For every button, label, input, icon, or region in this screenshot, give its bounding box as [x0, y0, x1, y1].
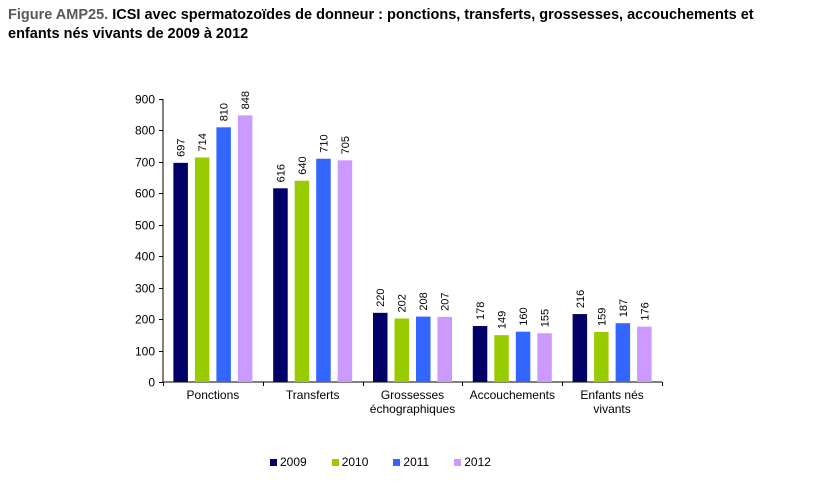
- data-label: 705: [340, 136, 352, 154]
- figure-title: ICSI avec spermatozoïdes de donneur : po…: [8, 7, 754, 42]
- legend-label: 2010: [341, 455, 369, 469]
- bar: [337, 160, 353, 382]
- bar: [373, 312, 388, 382]
- y-tick-label: 400: [135, 250, 155, 264]
- legend-swatch: [393, 458, 401, 466]
- data-label: 176: [639, 302, 651, 320]
- x-tick-label: Accouchements: [470, 388, 555, 402]
- bar: [316, 158, 331, 382]
- data-label: 810: [219, 103, 231, 121]
- data-label: 159: [596, 308, 608, 326]
- bar: [515, 331, 531, 382]
- y-tick-label: 100: [135, 345, 155, 359]
- data-label: 155: [540, 309, 552, 327]
- data-label: 640: [297, 156, 309, 174]
- x-tick-label: Enfants nés: [580, 388, 643, 402]
- data-label: 187: [618, 299, 630, 317]
- data-label: 697: [176, 138, 188, 156]
- data-label: 178: [475, 302, 487, 320]
- legend-item: 2011: [393, 455, 429, 469]
- y-tick-label: 600: [135, 187, 155, 201]
- legend-swatch: [454, 458, 462, 466]
- data-label: 149: [497, 311, 509, 329]
- bar: [594, 332, 609, 382]
- chart-title: Figure AMP25. ICSI avec spermatozoïdes d…: [8, 6, 808, 44]
- bar: [437, 316, 452, 382]
- bar: [173, 162, 188, 382]
- bar: [637, 326, 652, 382]
- x-tick-label: vivants: [593, 402, 630, 416]
- legend: 2009 2010 2011 2012: [270, 455, 516, 469]
- figure-number: Figure AMP25.: [8, 7, 109, 23]
- bar: [537, 333, 552, 382]
- data-label: 202: [397, 294, 409, 312]
- y-tick-label: 500: [135, 219, 155, 233]
- data-label: 216: [575, 290, 587, 308]
- legend-swatch: [270, 458, 277, 466]
- legend-label: 2012: [464, 455, 491, 469]
- bar: [394, 318, 409, 382]
- y-tick-label: 300: [135, 282, 155, 296]
- bar: [273, 188, 288, 382]
- y-tick-label: 900: [135, 93, 155, 107]
- data-label: 208: [418, 292, 430, 310]
- bar: [416, 316, 431, 382]
- bar: [615, 323, 631, 382]
- data-label: 160: [518, 307, 530, 325]
- legend-label: 2011: [403, 455, 430, 469]
- bar: [494, 335, 509, 382]
- y-tick-label: 800: [135, 124, 155, 138]
- data-label: 207: [440, 293, 452, 311]
- legend-item: 2010: [331, 455, 369, 469]
- data-label: 714: [197, 133, 209, 151]
- x-tick-label: Grossesses: [381, 388, 444, 402]
- bar: [572, 314, 588, 382]
- data-label: 616: [275, 164, 287, 182]
- x-tick-label: échographiques: [370, 402, 455, 416]
- y-tick-label: 0: [148, 376, 155, 390]
- bar: [194, 157, 210, 382]
- legend-item: 2012: [454, 455, 491, 469]
- bar: [294, 180, 310, 382]
- legend-swatch: [331, 458, 339, 466]
- bar: [237, 115, 253, 383]
- bar: [216, 127, 231, 382]
- data-label: 848: [240, 91, 252, 109]
- y-tick-label: 700: [135, 156, 155, 170]
- legend-item: 2009: [270, 455, 307, 469]
- x-tick-label: Ponctions: [187, 388, 240, 402]
- legend-label: 2009: [280, 455, 307, 469]
- x-tick-label: Transferts: [286, 388, 340, 402]
- y-tick-label: 200: [135, 313, 155, 327]
- bar: [472, 326, 488, 382]
- data-label: 220: [375, 288, 387, 306]
- data-label: 710: [318, 134, 330, 152]
